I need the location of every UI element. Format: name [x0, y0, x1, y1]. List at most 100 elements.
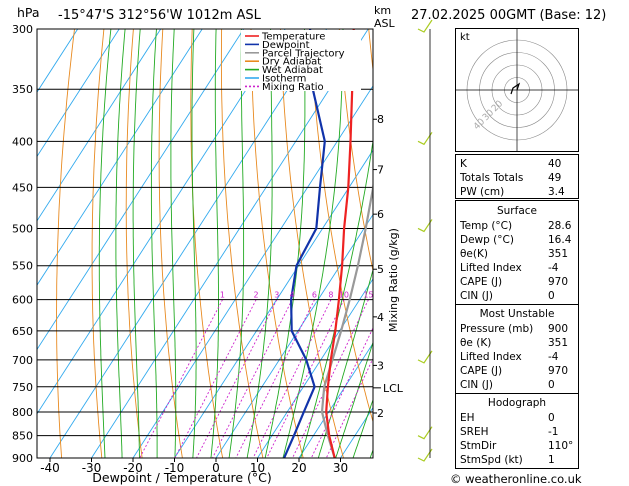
temperature-tick-label: -20 — [123, 461, 143, 475]
mixing-ratio-label: 15 — [363, 291, 373, 300]
lcl-label: LCL — [383, 382, 404, 395]
pressure-tick-label: 650 — [12, 325, 33, 338]
mixing-ratio-label: 2 — [254, 291, 259, 300]
mixing-ratio-label: 10 — [339, 291, 349, 300]
asl-unit-label: ASL — [374, 17, 395, 30]
wet-adiabat-line — [115, 29, 126, 458]
hodograph-unit: kt — [460, 32, 470, 43]
temperature-tick-label: 0 — [212, 461, 220, 475]
pressure-tick-label: 750 — [12, 381, 33, 394]
wet-adiabat-line — [228, 29, 245, 458]
legend-entry: Dry Adiabat — [262, 57, 321, 68]
mixing-ratio-line — [212, 299, 293, 458]
mixing-ratio-line — [174, 299, 257, 458]
isotherm-line — [37, 29, 120, 158]
pressure-tick-label: 550 — [12, 260, 33, 273]
section-divider — [456, 304, 578, 305]
hodo-row: StmDir 110° — [460, 440, 574, 452]
pressure-unit-label: hPa — [17, 5, 40, 20]
mixing-ratio-label: 1 — [220, 291, 225, 300]
km-unit-label: km — [374, 4, 392, 17]
dewpoint-line — [283, 29, 326, 458]
indices-panel-top: K 40 Totals Totals 49 PW (cm) 3.4 — [455, 154, 579, 199]
dry-adiabat-line — [220, 29, 264, 458]
unstable-row: CAPE (J) 970 — [460, 365, 569, 377]
isotherm-line — [424, 29, 451, 458]
section-divider — [456, 393, 578, 394]
wind-barb — [417, 426, 433, 440]
mixing-ratio-line — [196, 299, 278, 458]
mixing-ratio-label: 6 — [312, 291, 317, 300]
unstable-section-title: Most Unstable — [479, 308, 555, 320]
location-title: -15°47'S 312°56'W 1012m ASL — [58, 8, 261, 23]
indices-panel-detail: Surface Temp (°C) 28.6 Dewp (°C) 16.4 θe(K… — [455, 200, 579, 469]
legend-entry: Temperature — [261, 32, 325, 43]
parcel-trajectory-line — [320, 180, 373, 458]
legend-entry: Isotherm — [262, 74, 306, 85]
dry-adiabat-line — [125, 29, 143, 458]
wind-barb — [417, 219, 433, 233]
skew-t-chart: 1 2 3 4 6 8 10 15 20 25 3003504004505005506006507… — [12, 19, 451, 485]
isotherm-line — [298, 342, 373, 458]
temperature-tick-label: -30 — [82, 461, 102, 475]
height-tick-label: 3 — [377, 359, 384, 372]
surface-section-title: Surface — [496, 205, 537, 217]
wind-barb — [417, 350, 433, 364]
dry-adiabat-line — [398, 29, 450, 458]
dry-adiabat-line — [428, 29, 450, 458]
mixing-ratio-axis-label: Mixing Ratio (g/kg) — [387, 228, 400, 332]
wet-adiabat-line — [150, 29, 158, 458]
temperature-tick-label: 30 — [333, 461, 348, 475]
temperature-line — [325, 29, 355, 458]
temperature-tick-label: 20 — [291, 461, 306, 475]
index-row: PW (cm) 3.4 — [460, 186, 565, 198]
isotherm-line — [37, 29, 245, 351]
pressure-tick-label: 900 — [12, 452, 33, 465]
dry-adiabat-line — [368, 29, 373, 74]
credit-footer: © weatheronline.co.uk — [450, 472, 582, 486]
pressure-tick-label: 500 — [12, 222, 33, 235]
dry-adiabat-line — [56, 29, 75, 458]
unstable-row: Pressure (mb) 900 — [460, 323, 569, 335]
isotherm-line — [257, 278, 373, 458]
height-tick-label: 5 — [377, 263, 384, 276]
hodo-row: SREH -1 — [460, 426, 559, 438]
wet-adiabat-line — [317, 268, 373, 458]
mixing-ratio-line — [292, 299, 369, 458]
legend-entry: Parcel Trajectory — [262, 48, 345, 59]
unstable-row: θe (K) 351 — [460, 337, 569, 349]
dry-adiabat-line — [158, 29, 183, 458]
mixing-ratio-label: 3 — [274, 291, 279, 300]
wind-barb — [417, 132, 433, 146]
x-axis-label: Dewpoint / Temperature (°C) — [92, 470, 271, 485]
height-tick-label: 4 — [377, 311, 384, 324]
height-tick-label: 8 — [377, 113, 384, 126]
mixing-ratio-label: 8 — [328, 291, 333, 300]
mixing-ratio-line — [235, 299, 315, 458]
datetime-title: 27.02.2025 00GMT (Base: 12) — [411, 8, 607, 23]
pressure-tick-label: 700 — [12, 354, 33, 367]
height-tick-label: 2 — [377, 407, 384, 420]
index-row: K 40 — [460, 158, 562, 170]
pressure-tick-label: 850 — [12, 430, 33, 443]
mixing-ratio-line — [325, 357, 373, 458]
pressure-tick-label: 800 — [12, 406, 33, 419]
height-tick-label: 6 — [377, 208, 384, 221]
pressure-tick-label: 350 — [12, 83, 33, 96]
temperature-tick-label: -10 — [165, 461, 185, 475]
hodograph-section-title: Hodograph — [487, 397, 547, 409]
legend-box — [241, 30, 361, 91]
pressure-tick-label: 300 — [12, 23, 33, 36]
dry-adiabat-line — [250, 29, 304, 458]
hodograph-plot: kt 40 30 20 — [456, 29, 578, 151]
surface-row: CIN (J) 0 — [460, 290, 555, 302]
temperature-tick-label: 10 — [250, 461, 265, 475]
temperature-tick-label: -40 — [40, 461, 60, 475]
surface-row: Dewp (°C) 16.4 — [460, 234, 572, 246]
hodo-row: EH 0 — [460, 412, 555, 424]
isotherm-line — [37, 29, 162, 222]
hodograph-trace — [510, 82, 521, 95]
surface-row: Temp (°C) 28.6 — [460, 220, 572, 232]
pressure-tick-label: 400 — [12, 135, 33, 148]
pressure-tick-label: 450 — [12, 181, 33, 194]
